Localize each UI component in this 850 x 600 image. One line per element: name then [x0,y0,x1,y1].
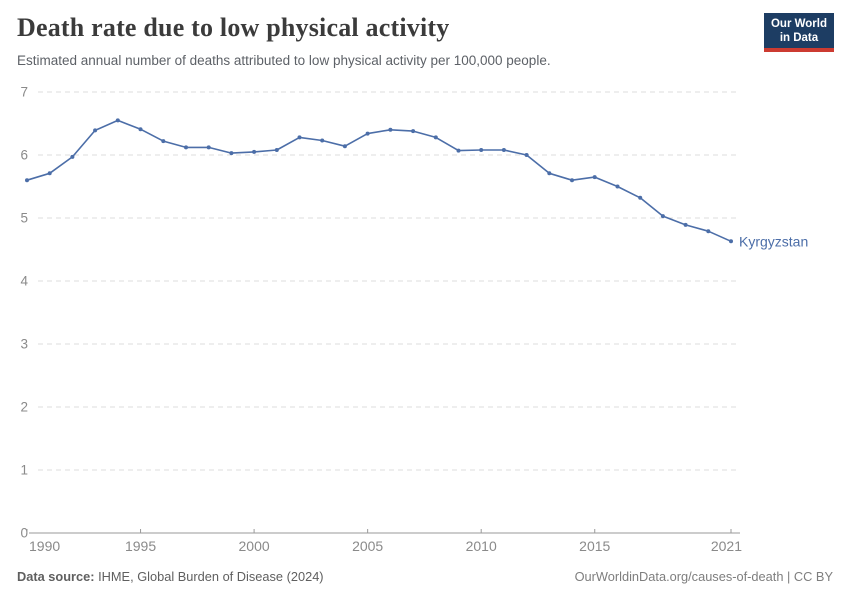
x-axis-tick-label: 2005 [352,538,383,554]
data-point [47,171,52,176]
data-point [274,148,279,152]
x-axis-tick-label: 1995 [125,538,156,554]
chart-subtitle: Estimated annual number of deaths attrib… [17,53,551,68]
entity-label: Kyrgyzstan [739,233,808,249]
data-point [615,184,620,189]
data-point [184,145,188,150]
data-point [25,178,29,183]
data-point [479,148,484,152]
data-point [729,239,733,244]
data-point [547,171,552,176]
data-point [70,154,75,159]
x-axis-tick-label: 1990 [29,538,60,554]
data-point [161,139,166,144]
y-axis-tick-label: 0 [20,526,28,541]
data-point [570,178,574,183]
data-point [660,214,665,219]
y-axis-tick-label: 2 [20,400,28,415]
data-point [365,131,370,136]
owid-logo: Our World in Data [763,13,834,52]
data-point [501,148,506,152]
y-axis-tick-label: 6 [20,148,28,163]
data-point [320,138,325,143]
data-point [683,222,688,227]
data-point [638,195,643,200]
x-axis-tick-label: 2021 [711,538,742,554]
y-axis-tick-label: 5 [20,211,28,226]
data-source-text: IHME, Global Burden of Disease (2024) [98,569,324,584]
y-axis-tick-label: 1 [20,463,28,478]
data-point [115,118,120,123]
y-axis-tick-label: 3 [20,337,28,352]
data-point [433,135,438,140]
data-point [524,153,529,157]
x-axis-tick-label: 2015 [579,538,610,554]
data-point [456,148,461,153]
data-point [138,127,143,132]
chart-title: Death rate due to low physical activity [17,13,450,42]
owid-logo-line2: in Data [779,32,819,44]
data-point [592,175,597,180]
data-source-label: Data source: [17,569,95,584]
data-point [252,149,257,154]
y-axis-tick-label: 4 [20,274,28,289]
data-line [26,119,732,243]
y-axis-tick-label: 7 [20,85,28,100]
x-axis-tick-label: 2000 [239,538,270,554]
data-point [342,144,347,149]
attribution: OurWorldinData.org/causes-of-death | CC … [574,569,833,584]
data-point [706,229,711,234]
data-point [93,128,98,133]
data-point [229,151,234,156]
x-axis-tick-label: 2010 [466,538,497,554]
data-point [206,145,211,150]
owid-logo-line1: Our World [770,18,827,30]
data-point [388,127,393,132]
data-source: Data source: IHME, Global Burden of Dise… [17,569,324,584]
data-point [297,135,302,140]
data-point [411,129,416,134]
